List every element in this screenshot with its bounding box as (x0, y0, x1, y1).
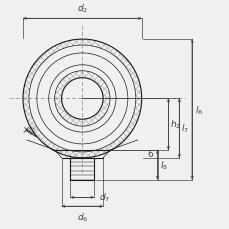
Text: $h_2$: $h_2$ (170, 118, 181, 131)
Text: $l_6$: $l_6$ (194, 104, 202, 116)
Text: $l_8$: $l_8$ (159, 159, 167, 171)
Text: $d_2$: $d_2$ (76, 3, 87, 15)
Text: $l_7$: $l_7$ (180, 122, 188, 135)
Text: 6: 6 (147, 150, 153, 159)
Text: $d_7$: $d_7$ (99, 190, 110, 203)
Text: $d_6$: $d_6$ (76, 210, 88, 223)
